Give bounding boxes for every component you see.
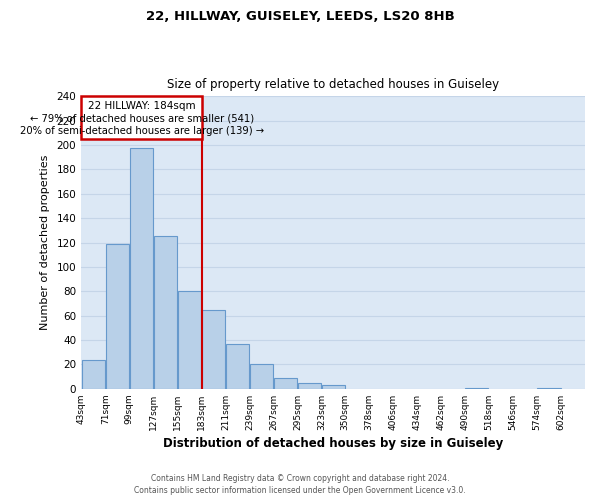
Bar (226, 344, 249, 389)
Bar (81, 96, 202, 139)
Bar (130, 148, 153, 389)
X-axis label: Distribution of detached houses by size in Guiseley: Distribution of detached houses by size … (163, 437, 503, 450)
Bar (178, 292, 201, 389)
Text: 20% of semi-detached houses are larger (139) →: 20% of semi-detached houses are larger (… (20, 126, 264, 136)
Bar (465, 388, 488, 389)
Bar (250, 364, 273, 389)
Bar (106, 244, 129, 389)
Bar (322, 385, 345, 389)
Text: Contains HM Land Registry data © Crown copyright and database right 2024.
Contai: Contains HM Land Registry data © Crown c… (134, 474, 466, 495)
Title: Size of property relative to detached houses in Guiseley: Size of property relative to detached ho… (167, 78, 499, 91)
Bar (82, 360, 105, 389)
Bar (202, 310, 225, 389)
Y-axis label: Number of detached properties: Number of detached properties (40, 155, 50, 330)
Bar (154, 236, 177, 389)
Bar (298, 382, 321, 389)
Bar (274, 378, 297, 389)
Bar (538, 388, 560, 389)
Text: 22 HILLWAY: 184sqm: 22 HILLWAY: 184sqm (88, 100, 196, 110)
Text: 22, HILLWAY, GUISELEY, LEEDS, LS20 8HB: 22, HILLWAY, GUISELEY, LEEDS, LS20 8HB (146, 10, 454, 23)
Text: ← 79% of detached houses are smaller (541): ← 79% of detached houses are smaller (54… (29, 114, 254, 124)
